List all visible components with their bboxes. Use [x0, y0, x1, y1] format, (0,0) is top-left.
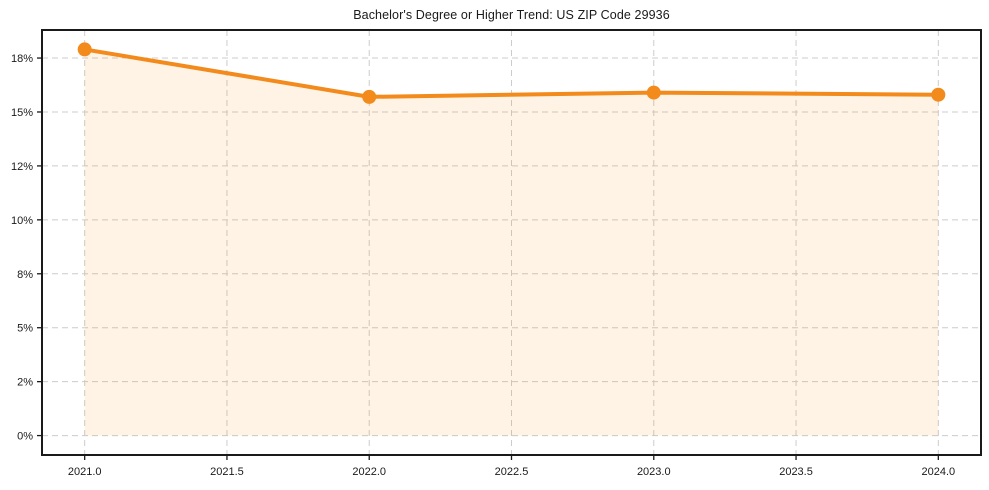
- x-tick-label: 2024.0: [921, 466, 955, 478]
- trend-line: [82, 47, 941, 99]
- x-tick-label: 2023.0: [637, 466, 671, 478]
- chart-title: Bachelor's Degree or Higher Trend: US ZI…: [353, 8, 670, 22]
- x-tick-label: 2023.5: [779, 466, 813, 478]
- y-tick-label: 18%: [11, 53, 33, 65]
- data-point-2024: [931, 87, 946, 102]
- x-tick-label: 2021.5: [210, 466, 244, 478]
- y-tick-label: 10%: [11, 215, 33, 227]
- y-tick-label: 2%: [17, 377, 33, 389]
- x-tick-label: 2021.0: [68, 466, 102, 478]
- x-tick-label: 2022.0: [352, 466, 386, 478]
- data-point-2022: [362, 89, 377, 104]
- area-fill: [84, 49, 939, 436]
- y-tick-label: 15%: [11, 107, 33, 119]
- x-tick-label: 2022.5: [495, 466, 529, 478]
- y-tick-label: 12%: [11, 161, 33, 173]
- data-point-2021: [77, 42, 92, 57]
- y-tick-label: 5%: [17, 323, 33, 335]
- y-tick-label: 8%: [17, 269, 33, 281]
- y-tick-label: 0%: [17, 431, 33, 443]
- data-point-2023: [646, 85, 661, 100]
